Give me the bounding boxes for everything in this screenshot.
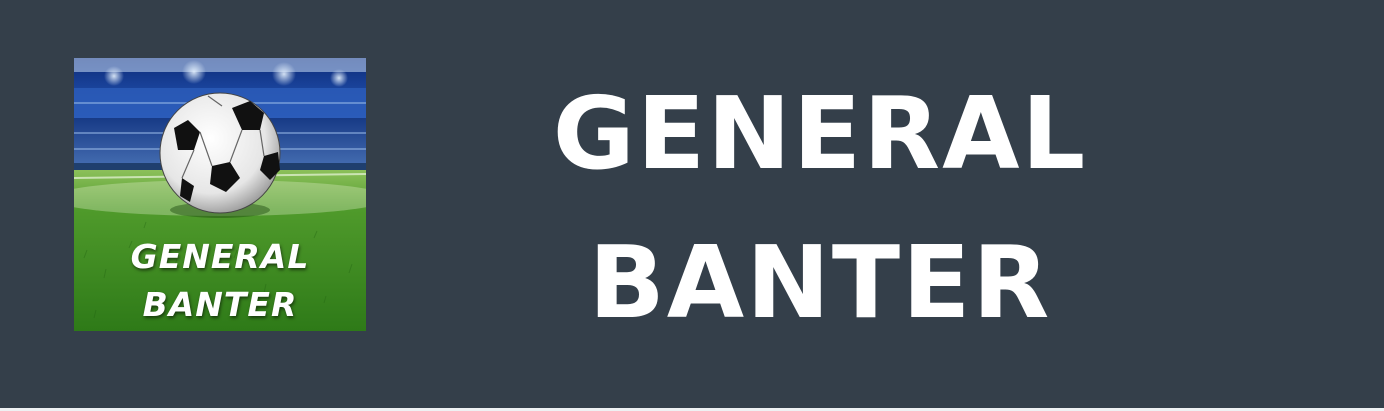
- logo-text-general: GENERAL: [130, 237, 310, 276]
- title-line-general: GENERAL: [552, 75, 1088, 192]
- logo-text-banter: BANTER: [142, 285, 298, 324]
- soccer-ball-icon: [159, 92, 281, 214]
- stadium-ball-illustration: [74, 58, 366, 331]
- general-banter-logo: GENERAL BANTER: [74, 58, 366, 331]
- bottom-border: [0, 408, 1384, 411]
- title-line-banter: BANTER: [588, 224, 1052, 341]
